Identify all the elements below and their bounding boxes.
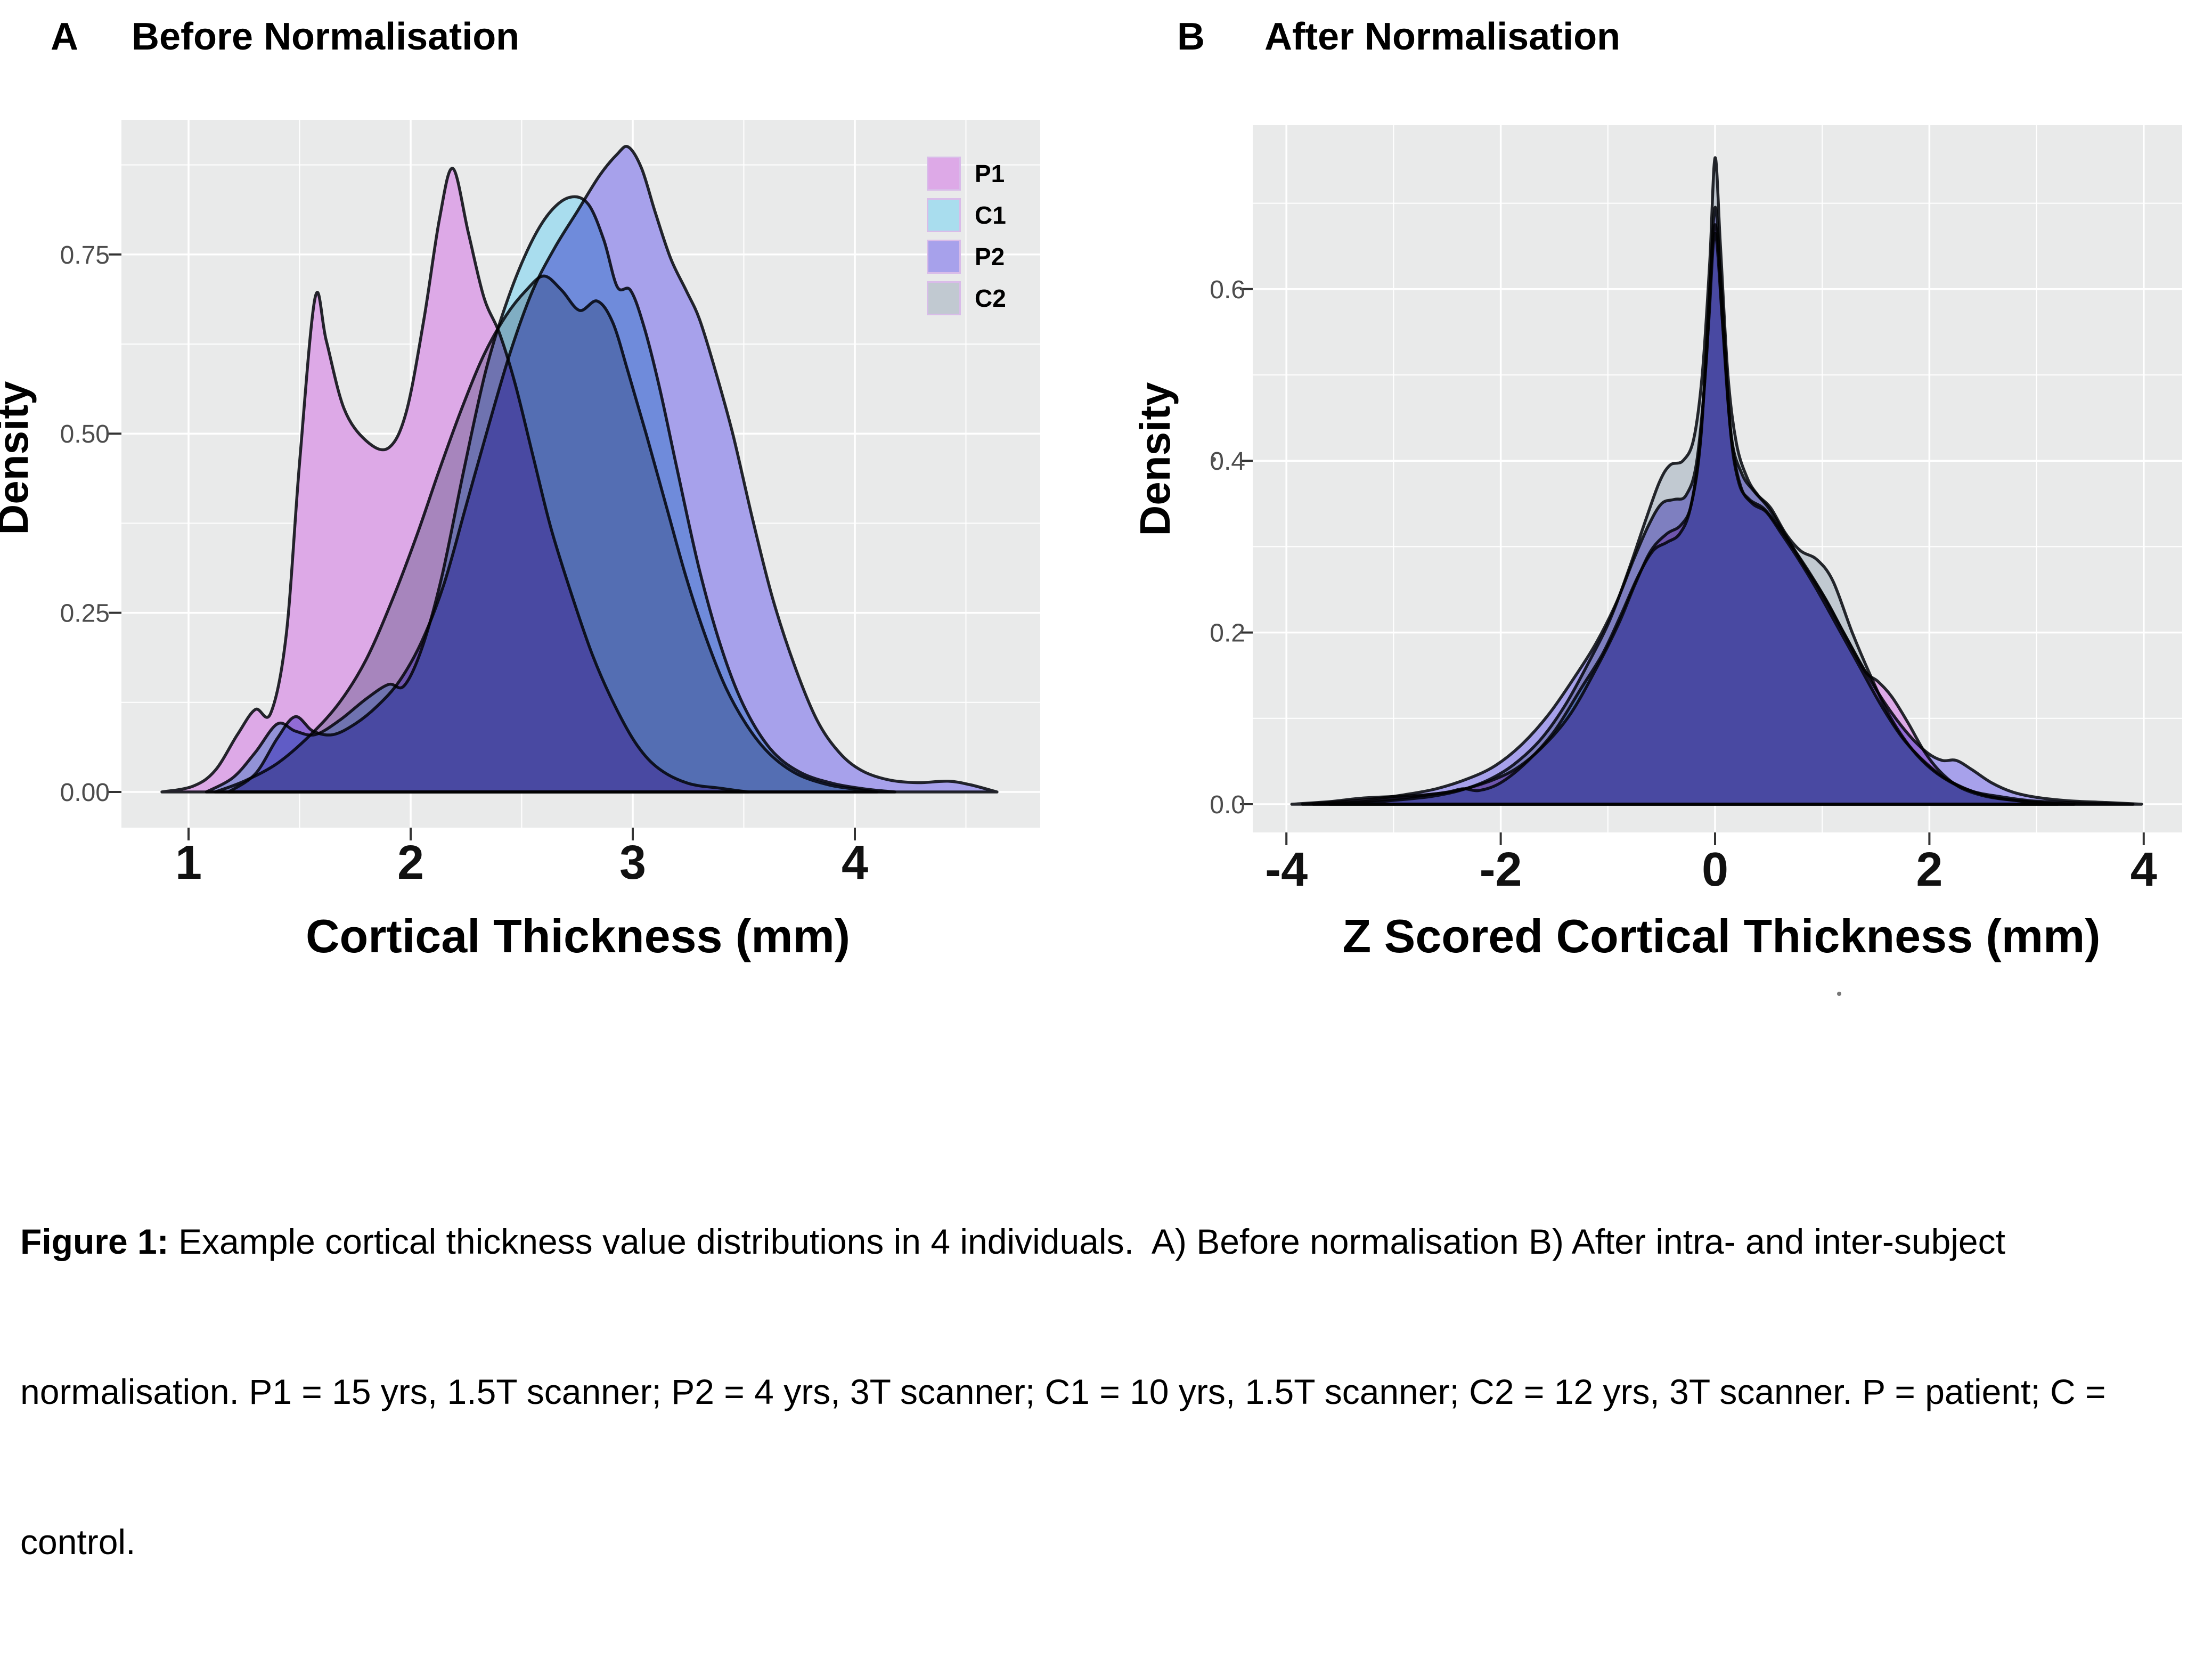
figure-caption: Figure 1: Example cortical thickness val… (20, 1116, 2199, 1667)
b-xaxis-title: Z Scored Cortical Thickness (mm) (1342, 910, 2100, 962)
y-tick-label-A: 0.25 (60, 600, 110, 628)
legend-label-p1: P1 (975, 159, 1005, 187)
y-tick-label-A: 0.75 (60, 241, 110, 269)
caption-figure-label: Figure 1: (20, 1222, 169, 1261)
density-curves-A (160, 145, 999, 794)
legend-label-c1: C1 (975, 201, 1006, 229)
panel-b-title: B After Normalisation (1177, 15, 1620, 59)
legend-item-c2: C2 (927, 281, 1006, 315)
legend-label-c2: C2 (975, 284, 1006, 312)
x-tick-label-B: -2 (1480, 843, 1522, 896)
axis-ticks-A: 1 2 3 4 0.00 0.25 0.50 0.75 (60, 241, 868, 889)
figure-1: 1 2 3 4 0.00 0.25 0.50 0.75 -4 -2 0 2 4 0.0 0.2 0.4 0.6… (0, 15, 2182, 1562)
x-tick-label-A: 3 (619, 836, 646, 889)
x-tick-label-A: 1 (175, 836, 202, 889)
panel-b-letter: B (1177, 15, 1205, 58)
a-yaxis-title: Density (0, 381, 37, 535)
density-curves-B (1290, 156, 2143, 806)
caption-line-2: normalisation. P1 = 15 yrs, 1.5T scanner… (20, 1372, 2106, 1411)
x-tick-label-B: -4 (1265, 843, 1308, 896)
panel-a-letter: A (51, 15, 78, 58)
density-curve-c2-A (214, 274, 879, 794)
axis-ticks-B: -4 -2 0 2 4 0.0 0.2 0.4 0.6 (1210, 276, 2157, 896)
stray-dot-artifact (1837, 992, 1841, 996)
x-tick-label-A: 2 (397, 836, 424, 889)
x-tick-label-B: 4 (2131, 843, 2157, 896)
y-tick-label-B: 0.4 (1210, 447, 1245, 476)
panel-a-title-text: Before Normalisation (132, 15, 520, 58)
legend: P1 C1 P2 C2 (927, 156, 1006, 315)
y-tick-label-A: 0.50 (60, 420, 110, 448)
legend-swatch-p1 (927, 156, 961, 191)
legend-item-p2: P2 (927, 239, 1006, 274)
a-xaxis-title: Cortical Thickness (mm) (306, 910, 850, 962)
x-tick-label-A: 4 (842, 836, 868, 889)
x-tick-label-B: 0 (1702, 843, 1728, 896)
legend-item-p1: P1 (927, 156, 1006, 191)
legend-item-c1: C1 (927, 198, 1006, 232)
caption-line-1: Figure 1: Example cortical thickness val… (20, 1216, 2199, 1266)
y-tick-label-B: 0.6 (1210, 276, 1245, 304)
caption-line-3: control. (20, 1522, 136, 1562)
legend-swatch-c2 (927, 281, 961, 315)
y-tick-label-A: 0.00 (60, 779, 110, 807)
legend-swatch-c1 (927, 198, 961, 232)
density-curve-c2-B (1327, 156, 2135, 806)
panel-a-plot: 1 2 3 4 0.00 0.25 0.50 0.75 (60, 120, 1040, 889)
legend-label-p2: P2 (975, 242, 1005, 271)
panel-b-title-text: After Normalisation (1264, 15, 1621, 58)
stray-dot-artifact (1211, 457, 1216, 462)
legend-swatch-p2 (927, 239, 961, 274)
x-tick-label-B: 2 (1916, 843, 1942, 896)
panel-b-plot: -4 -2 0 2 4 0.0 0.2 0.4 0.6 (1210, 125, 2182, 896)
b-yaxis-title: Density (1131, 382, 1179, 536)
y-tick-label-B: 0.0 (1210, 791, 1245, 819)
figure-canvas: 1 2 3 4 0.00 0.25 0.50 0.75 -4 -2 0 2 4 0.0 0.2 0.4 0.6… (0, 120, 2182, 962)
panel-a-title: A Before Normalisation (51, 15, 519, 59)
y-tick-label-B: 0.2 (1210, 619, 1245, 648)
caption-line-1-text: Example cortical thickness value distrib… (168, 1222, 2005, 1261)
